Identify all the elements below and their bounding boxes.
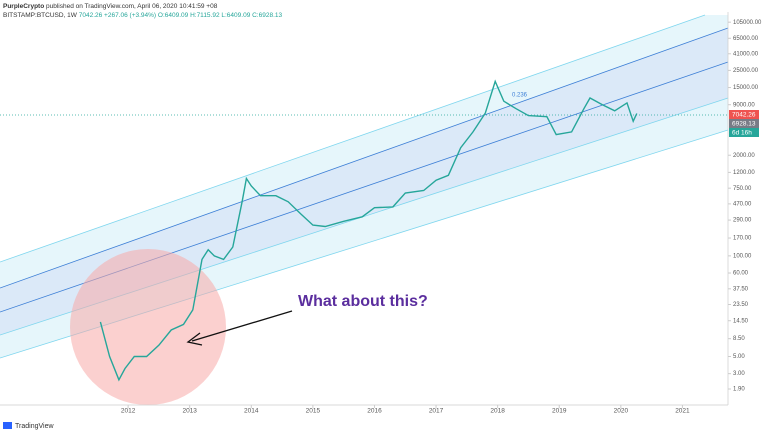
y-tick-label: 23.50 <box>733 302 749 308</box>
x-tick-label: 2019 <box>552 408 567 415</box>
y-tick-label: 14.50 <box>733 318 749 324</box>
x-tick-label: 2013 <box>182 408 197 415</box>
price-tag: 6928.13 <box>732 121 756 128</box>
y-tick-label: 290.00 <box>733 218 752 224</box>
logo <box>3 422 12 429</box>
y-tick-label: 65000.00 <box>733 36 759 42</box>
y-tick-label: 60.00 <box>733 271 749 277</box>
change: +267.06 (+3.94%) <box>104 12 156 19</box>
y-tick-label: 2000.00 <box>733 153 755 159</box>
x-tick-label: 2018 <box>490 408 505 415</box>
y-tick-label: 9000.00 <box>733 102 755 108</box>
x-tick-label: 2014 <box>244 408 259 415</box>
y-tick-label: 41000.00 <box>733 51 759 57</box>
channel-line <box>0 14 706 263</box>
y-tick-label: 15000.00 <box>733 85 759 91</box>
channel-line <box>0 27 729 289</box>
header-line: PurpleCrypto published on TradingView.co… <box>3 3 218 10</box>
price-tag: 6d 16h <box>732 130 752 137</box>
price-tag-bg <box>729 128 759 137</box>
y-tick-label: 1.90 <box>733 387 745 393</box>
last-price: 7042.26 <box>79 12 103 19</box>
y-tick-label: 105000.00 <box>733 20 762 26</box>
ohlc: O:6409.09 H:7115.92 L:6409.09 C:6928.13 <box>158 12 283 19</box>
y-tick-label: 37.50 <box>733 286 749 292</box>
arrow-line <box>191 310 293 342</box>
price-tag-bg <box>729 110 759 119</box>
annotation: What about this? <box>298 293 428 310</box>
y-tick-label: 8.50 <box>733 336 745 342</box>
published: published on TradingView.com, April 06, … <box>46 3 218 10</box>
symbol: BITSTAMP:BTCUSD, 1W <box>3 12 78 19</box>
x-tick-label: 2015 <box>306 408 321 415</box>
y-tick-label: 750.00 <box>733 186 752 192</box>
x-tick-label: 2017 <box>429 408 444 415</box>
x-tick-label: 2021 <box>675 408 690 415</box>
x-tick-label: 2016 <box>367 408 382 415</box>
y-tick-label: 470.00 <box>733 201 752 207</box>
y-tick-label: 25000.00 <box>733 68 759 74</box>
y-tick-label: 1200.00 <box>733 170 755 176</box>
x-tick-label: 2020 <box>614 408 629 415</box>
footer: TradingView <box>15 423 54 430</box>
publisher: PurpleCrypto <box>3 3 44 10</box>
y-tick-label: 5.00 <box>733 354 745 360</box>
y-tick-label: 3.00 <box>733 371 745 377</box>
header-line: BITSTAMP:BTCUSD, 1W 7042.26 +267.06 (+3.… <box>3 12 282 19</box>
price-tag-bg <box>729 119 759 128</box>
arrow-head <box>186 332 203 346</box>
y-tick-label: 170.00 <box>733 236 752 242</box>
price-tag: 7042.26 <box>732 112 756 119</box>
x-tick-label: 2012 <box>121 408 136 415</box>
fib-label: 0.236 <box>512 93 528 99</box>
highlight-circle <box>70 249 226 405</box>
plot <box>99 79 638 382</box>
y-tick-label: 100.00 <box>733 253 752 259</box>
price-line-series <box>99 79 638 382</box>
